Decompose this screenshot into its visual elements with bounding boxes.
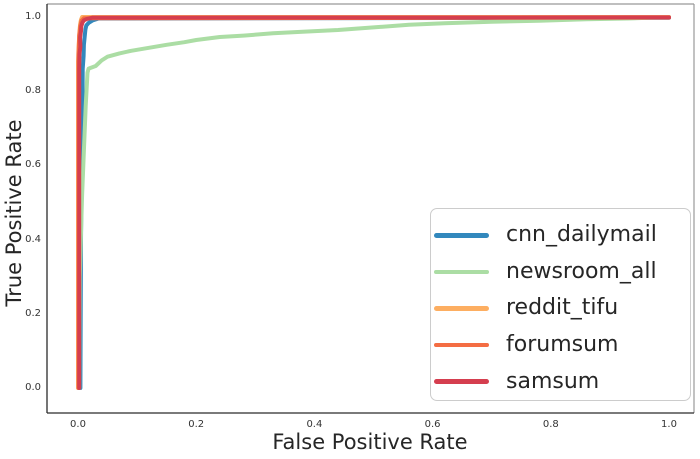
legend-item-newsroom_all: newsroom_all [431, 254, 690, 291]
x-axis-label: False Positive Rate [272, 430, 468, 454]
y-tick-label-0.2: 0.2 [25, 307, 41, 319]
x-tick-label-0.8: 0.8 [542, 419, 559, 430]
legend-item-forumsum: forumsum [431, 327, 690, 364]
y-tick-label-0.4: 0.4 [25, 233, 41, 245]
x-tick-label-0.0: 0.0 [70, 419, 86, 430]
y-tick-label-0.6: 0.6 [25, 159, 41, 171]
legend-item-samsum: samsum [431, 363, 690, 400]
legend-label-forumsum: forumsum [506, 332, 619, 358]
legend-label-cnn_dailymail: cnn_dailymail [506, 222, 657, 248]
legend-swatch-samsum [434, 379, 489, 384]
legend-label-reddit_tifu: reddit_tifu [506, 295, 619, 321]
x-tick-label-0.4: 0.4 [306, 419, 323, 430]
legend-label-newsroom_all: newsroom_all [506, 258, 657, 284]
y-tick-label-0.8: 0.8 [25, 85, 41, 97]
x-tick-label-0.2: 0.2 [188, 419, 205, 430]
y-tick-label-0.0: 0.0 [25, 382, 41, 393]
legend-item-reddit_tifu: reddit_tifu [431, 290, 690, 327]
legend-swatch-forumsum [434, 342, 489, 348]
roc-curve-newsroom_all [77, 15, 671, 390]
legend-label-samsum: samsum [506, 368, 600, 394]
legend-swatch-cnn_dailymail [434, 233, 489, 238]
roc-curve-samsum [77, 15, 671, 390]
legend-swatch-newsroom_all [434, 269, 489, 275]
x-tick-label-0.6: 0.6 [424, 419, 441, 430]
y-axis-label: True Positive Rate [2, 119, 26, 307]
y-tick-label-1.0: 1.0 [25, 11, 41, 22]
roc-curves-group [76, 15, 671, 390]
x-tick-label-1.0: 1.0 [661, 419, 677, 430]
legend-swatch-reddit_tifu [434, 306, 489, 311]
legend-item-cnn_dailymail: cnn_dailymail [431, 217, 690, 254]
